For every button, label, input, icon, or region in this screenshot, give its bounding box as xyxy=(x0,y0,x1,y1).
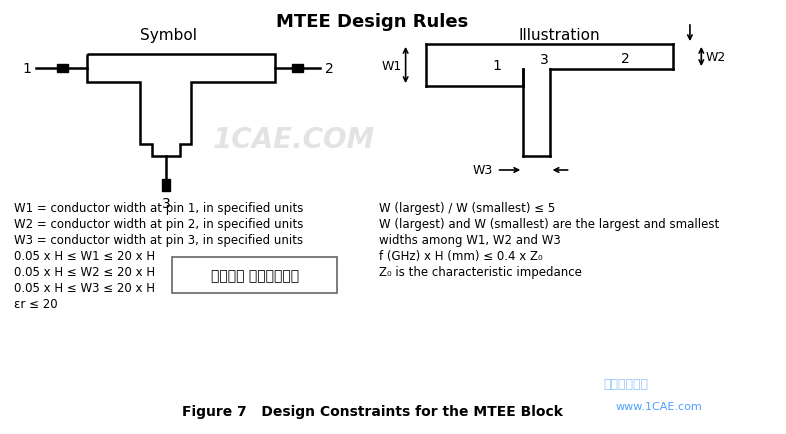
Text: 3: 3 xyxy=(540,53,549,67)
Text: www.1CAE.com: www.1CAE.com xyxy=(615,401,702,411)
Text: Figure 7   Design Constraints for the MTEE Block: Figure 7 Design Constraints for the MTEE… xyxy=(182,404,563,418)
Text: W (largest) / W (smallest) ≤ 5: W (largest) / W (smallest) ≤ 5 xyxy=(379,201,556,214)
Text: 公众号： 射频百花潭。: 公众号： 射频百花潭。 xyxy=(211,268,299,283)
Text: 1CAE.COM: 1CAE.COM xyxy=(213,126,375,154)
Text: 0.05 x H ≤ W1 ≤ 20 x H: 0.05 x H ≤ W1 ≤ 20 x H xyxy=(14,250,156,263)
Text: W2 = conductor width at pin 2, in specified units: W2 = conductor width at pin 2, in specif… xyxy=(14,217,303,230)
Text: Z₀ is the characteristic impedance: Z₀ is the characteristic impedance xyxy=(379,265,582,278)
Text: W3: W3 xyxy=(472,164,493,177)
Bar xyxy=(162,180,170,191)
Text: Illustration: Illustration xyxy=(518,28,600,43)
Text: MTEE Design Rules: MTEE Design Rules xyxy=(277,13,468,31)
Text: widths among W1, W2 and W3: widths among W1, W2 and W3 xyxy=(379,233,561,247)
Text: εr ≤ 20: εr ≤ 20 xyxy=(14,297,58,310)
Text: 0.05 x H ≤ W3 ≤ 20 x H: 0.05 x H ≤ W3 ≤ 20 x H xyxy=(14,281,155,294)
FancyBboxPatch shape xyxy=(172,257,337,293)
Text: 1: 1 xyxy=(22,62,31,76)
Text: Symbol: Symbol xyxy=(140,28,197,43)
Text: 1: 1 xyxy=(492,59,501,73)
Text: 3: 3 xyxy=(161,197,171,210)
Bar xyxy=(292,65,303,73)
Text: 2: 2 xyxy=(325,62,334,76)
Text: W (largest) and W (smallest) are the largest and smallest: W (largest) and W (smallest) are the lar… xyxy=(379,217,719,230)
Bar xyxy=(57,65,68,73)
Text: W1: W1 xyxy=(381,59,402,72)
Text: W2: W2 xyxy=(705,51,725,64)
Text: W3 = conductor width at pin 3, in specified units: W3 = conductor width at pin 3, in specif… xyxy=(14,233,303,247)
Text: 0.05 x H ≤ W2 ≤ 20 x H: 0.05 x H ≤ W2 ≤ 20 x H xyxy=(14,265,156,278)
Text: W1 = conductor width at pin 1, in specified units: W1 = conductor width at pin 1, in specif… xyxy=(14,201,303,214)
Text: f (GHz) x H (mm) ≤ 0.4 x Z₀: f (GHz) x H (mm) ≤ 0.4 x Z₀ xyxy=(379,250,542,263)
Text: 2: 2 xyxy=(621,52,630,66)
Text: 射頻仿真在線: 射頻仿真在線 xyxy=(603,378,648,391)
